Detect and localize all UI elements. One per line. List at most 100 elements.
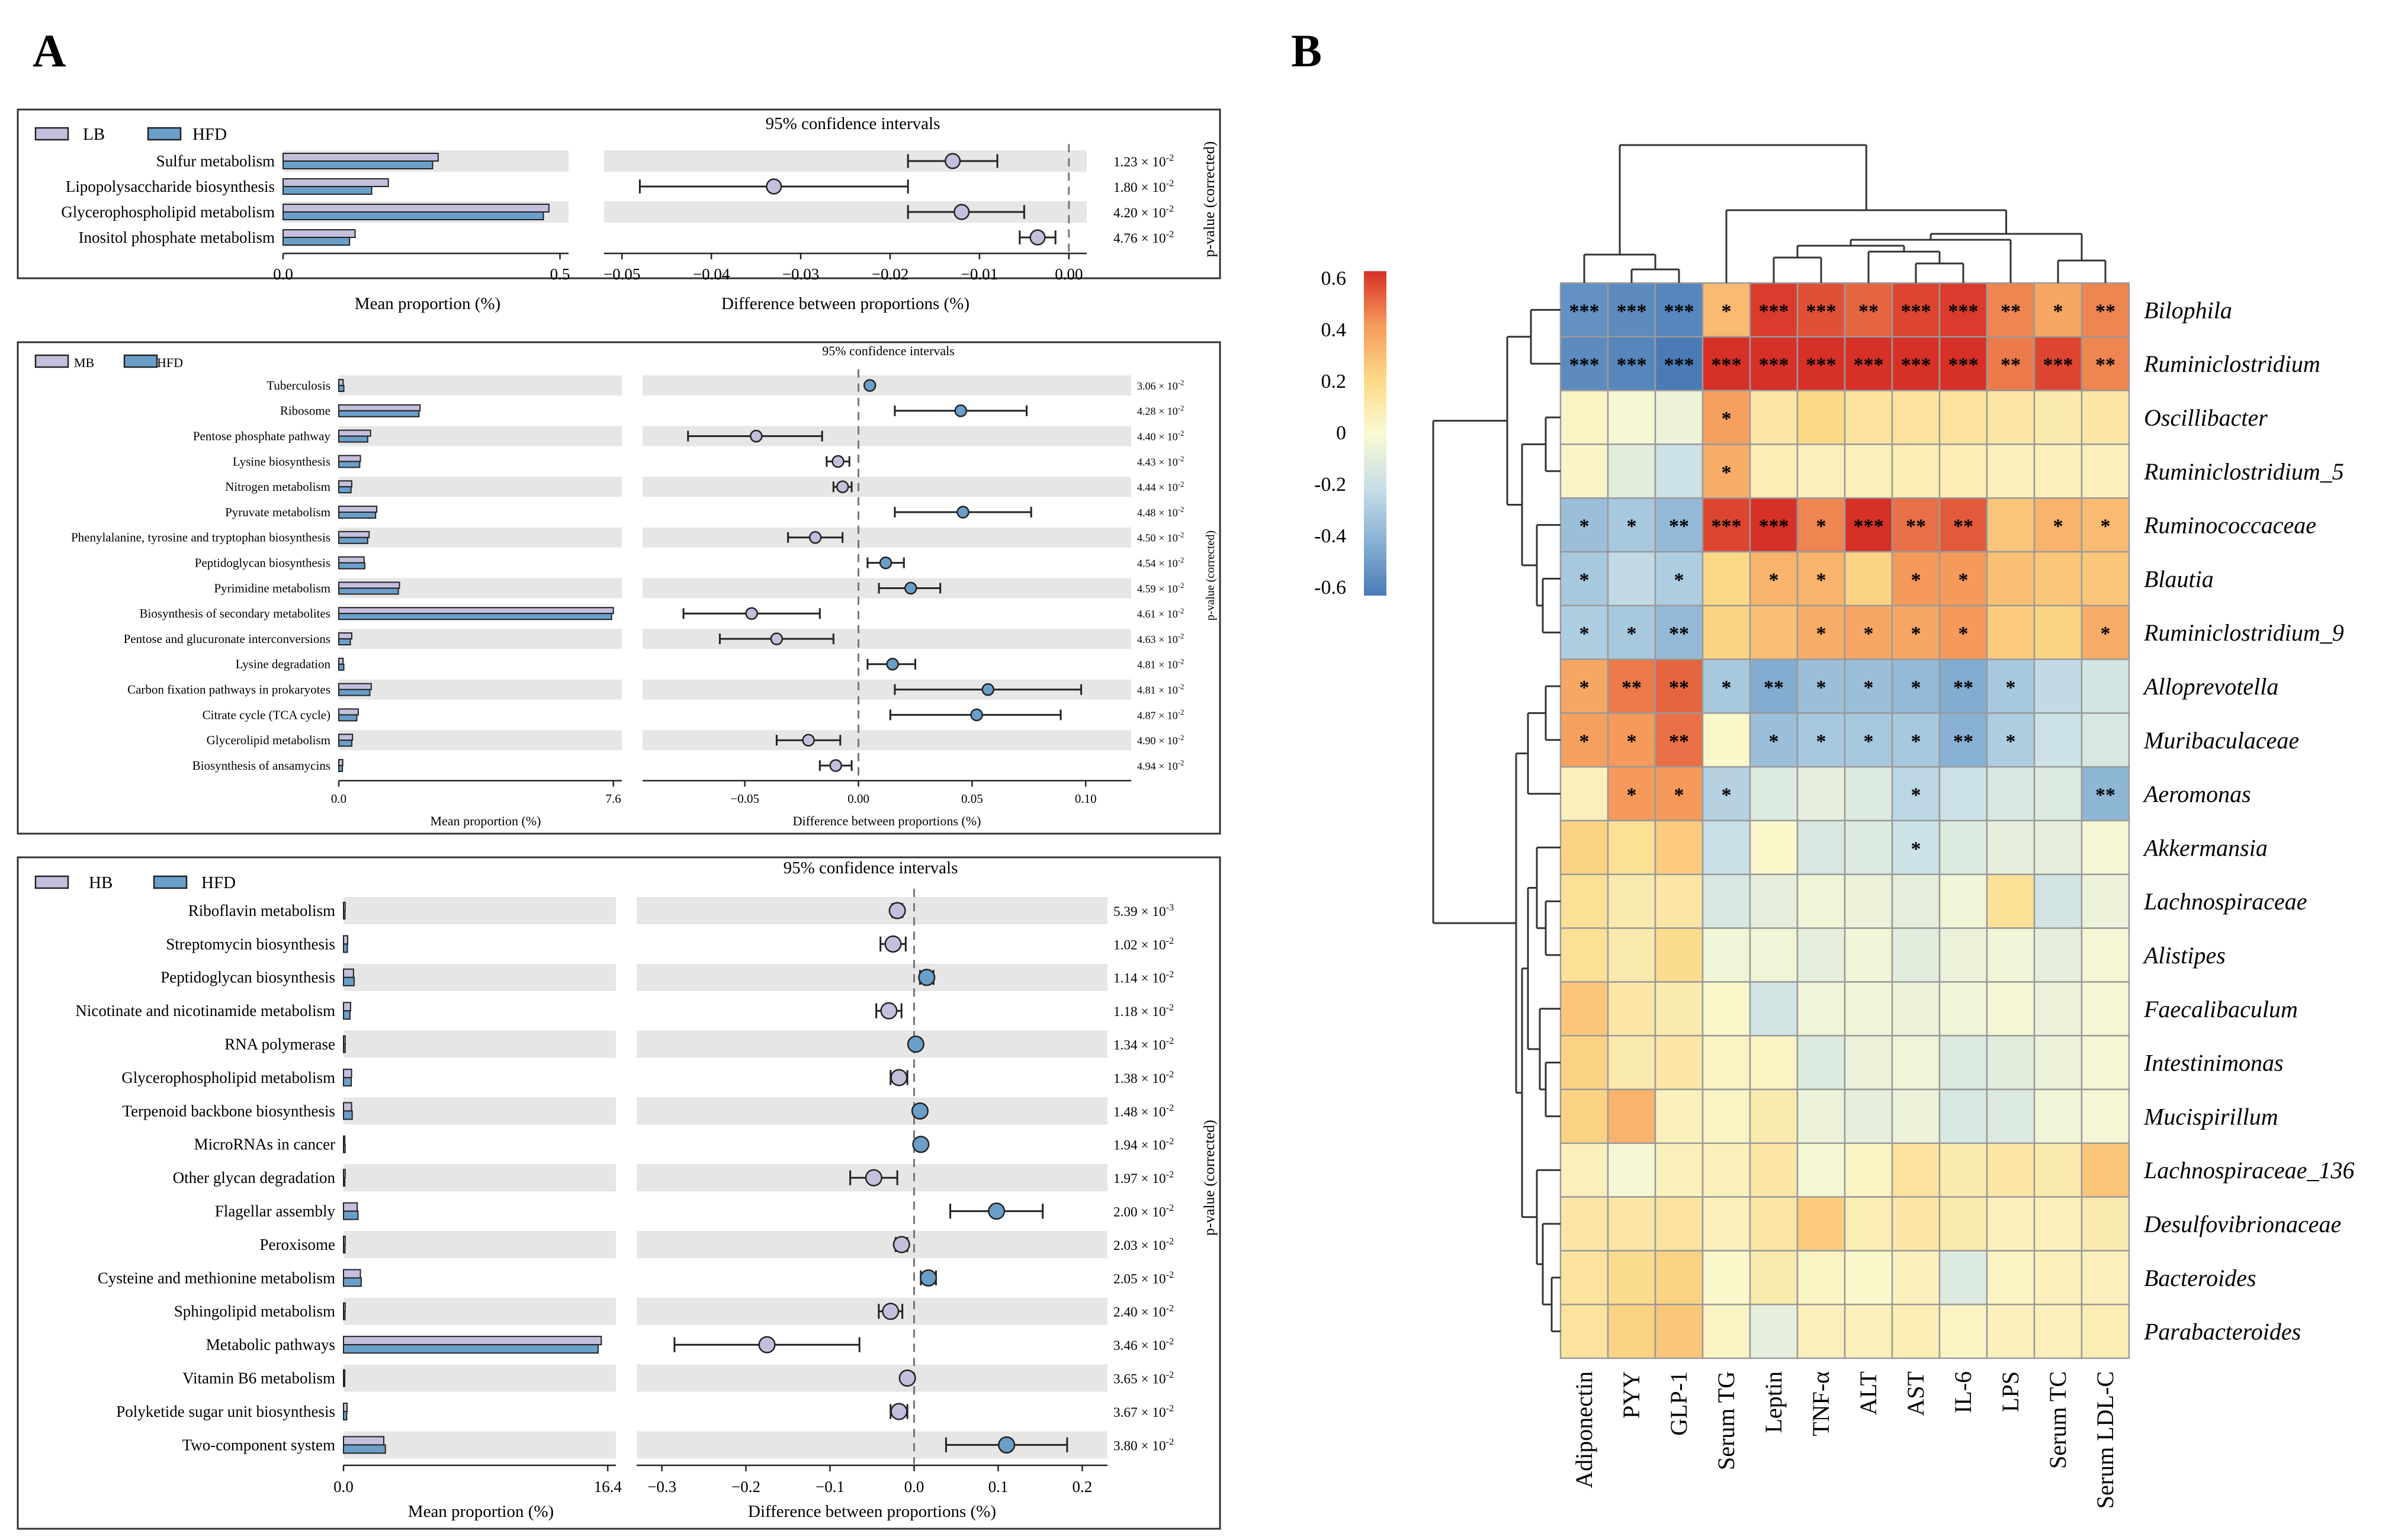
diff-point bbox=[879, 556, 892, 570]
heatmap-cell bbox=[1654, 1303, 1704, 1359]
bar-group2 bbox=[343, 1377, 345, 1387]
heatmap-column-label: Leptin bbox=[1760, 1371, 1787, 1433]
legend-label-group2: HFD bbox=[192, 125, 227, 144]
heatmap-cell bbox=[1701, 981, 1751, 1037]
significance-star: ** bbox=[2095, 300, 2115, 322]
bar-group2 bbox=[338, 663, 345, 671]
row-stripe-left bbox=[339, 375, 622, 396]
p-value-mantissa: 3.65 × 10 bbox=[1113, 1372, 1166, 1387]
p-value: 4.48 × 10-2 bbox=[1137, 506, 1184, 519]
heatmap-cell bbox=[1986, 282, 2036, 338]
heatmap-cell bbox=[1607, 927, 1656, 983]
diff-point bbox=[904, 581, 917, 595]
p-value: 2.40 × 10-2 bbox=[1113, 1303, 1174, 1320]
heatmap-cell bbox=[1938, 981, 1988, 1037]
tick-label-right: 0.00 bbox=[1055, 265, 1083, 283]
row-stripe-right bbox=[643, 527, 1131, 548]
row-label: Tuberculosis bbox=[267, 378, 330, 393]
heatmap-cell bbox=[1654, 443, 1704, 499]
p-value-exponent: -2 bbox=[1178, 404, 1184, 412]
significance-star: * bbox=[1579, 677, 1590, 699]
bar-group1 bbox=[343, 1202, 358, 1212]
heatmap-cell bbox=[1986, 1034, 2036, 1091]
heatmap-cell bbox=[1607, 336, 1656, 391]
heatmap-row-label: Muribaculaceae bbox=[2143, 727, 2299, 754]
significance-star: * bbox=[1911, 785, 1921, 806]
significance-star: *** bbox=[1664, 354, 1694, 376]
heatmap-cell bbox=[1938, 390, 1988, 445]
p-value: 4.20 × 10-2 bbox=[1113, 203, 1174, 220]
heatmap-cell bbox=[1701, 712, 1751, 768]
heatmap-cell bbox=[1796, 1196, 1846, 1252]
diff-point bbox=[892, 1236, 910, 1253]
bar-group1 bbox=[338, 404, 421, 411]
heatmap-cell bbox=[1654, 1142, 1704, 1198]
p-value-exponent: -2 bbox=[1178, 708, 1184, 716]
significance-star: * bbox=[1627, 516, 1637, 538]
significance-star: ** bbox=[1953, 677, 1973, 699]
heatmap-cell bbox=[1986, 766, 2036, 822]
heatmap-cell bbox=[2033, 390, 2083, 445]
heatmap-cell bbox=[1844, 551, 1893, 607]
significance-star: * bbox=[1627, 623, 1637, 645]
heatmap-cell bbox=[1986, 551, 2036, 607]
heatmap-cell bbox=[2081, 497, 2130, 553]
heatmap-cell bbox=[1701, 1034, 1751, 1091]
significance-star: * bbox=[1722, 462, 1732, 484]
heatmap-cell bbox=[1559, 497, 1609, 553]
heatmap-cell bbox=[1749, 1196, 1799, 1252]
p-value-mantissa: 1.14 × 10 bbox=[1113, 971, 1166, 986]
bar-group1 bbox=[343, 1035, 346, 1045]
heatmap-cell bbox=[1796, 981, 1846, 1037]
heatmap-cell bbox=[1559, 927, 1609, 983]
bar-group1 bbox=[338, 480, 352, 488]
row-label: Cysteine and methionine metabolism bbox=[98, 1269, 335, 1287]
bar-group1 bbox=[338, 657, 344, 665]
significance-star: *** bbox=[1806, 300, 1837, 322]
heatmap-cell bbox=[1986, 605, 2036, 660]
p-value-mantissa: 1.80 × 10 bbox=[1113, 180, 1166, 195]
row-label: Citrate cycle (TCA cycle) bbox=[203, 708, 330, 722]
p-value: 1.18 × 10-2 bbox=[1113, 1002, 1174, 1020]
xlabel-left: Mean proportion (%) bbox=[355, 294, 500, 313]
heatmap-cell bbox=[1607, 390, 1656, 445]
row-stripe-right bbox=[643, 629, 1131, 649]
heatmap-cell bbox=[1891, 1088, 1941, 1144]
p-value-exponent: -2 bbox=[1166, 1136, 1174, 1146]
significance-star: * bbox=[1911, 838, 1921, 860]
heatmap-column-label: Serum LDL-C bbox=[2092, 1371, 2118, 1509]
heatmap-cell bbox=[1559, 766, 1609, 822]
significance-star: ** bbox=[1669, 516, 1689, 538]
ci-title: 95% confidence intervals bbox=[766, 114, 940, 133]
bar-group1 bbox=[343, 1369, 346, 1379]
p-value-mantissa: 4.43 × 10 bbox=[1137, 456, 1178, 468]
p-value-exponent: -2 bbox=[1166, 1036, 1174, 1046]
significance-star: * bbox=[1627, 785, 1637, 806]
diff-point bbox=[886, 658, 899, 671]
heatmap-cell bbox=[1654, 336, 1704, 391]
heatmap-cell bbox=[1749, 712, 1799, 768]
heatmap-cell bbox=[1844, 1088, 1893, 1144]
heatmap-cell bbox=[1796, 1303, 1846, 1359]
diff-point bbox=[831, 455, 845, 468]
row-stripe-right bbox=[637, 1231, 1107, 1258]
bar-group1 bbox=[338, 607, 614, 615]
heatmap-row-label: Ruminiclostridium_5 bbox=[2143, 458, 2344, 485]
bar-group2 bbox=[338, 587, 399, 595]
significance-star: * bbox=[1579, 569, 1590, 591]
bar-group2 bbox=[338, 613, 612, 620]
diff-point bbox=[898, 1369, 916, 1387]
p-value: 1.80 × 10-2 bbox=[1113, 178, 1174, 195]
heatmap-cell bbox=[1938, 336, 1988, 391]
significance-star: * bbox=[2053, 300, 2063, 322]
heatmap-cell bbox=[1559, 1142, 1609, 1198]
row-stripe-left bbox=[343, 897, 616, 924]
heatmap-cell bbox=[1986, 712, 2036, 768]
row-stripe-right bbox=[643, 730, 1131, 751]
heatmap-row-label: Oscillibacter bbox=[2144, 404, 2268, 431]
p-value-mantissa: 4.81 × 10 bbox=[1137, 684, 1178, 696]
p-value-mantissa: 2.05 × 10 bbox=[1113, 1271, 1166, 1287]
diff-point bbox=[890, 1403, 908, 1420]
significance-star: * bbox=[1722, 785, 1732, 806]
heatmap-row-label: Faecalibaculum bbox=[2143, 996, 2298, 1023]
